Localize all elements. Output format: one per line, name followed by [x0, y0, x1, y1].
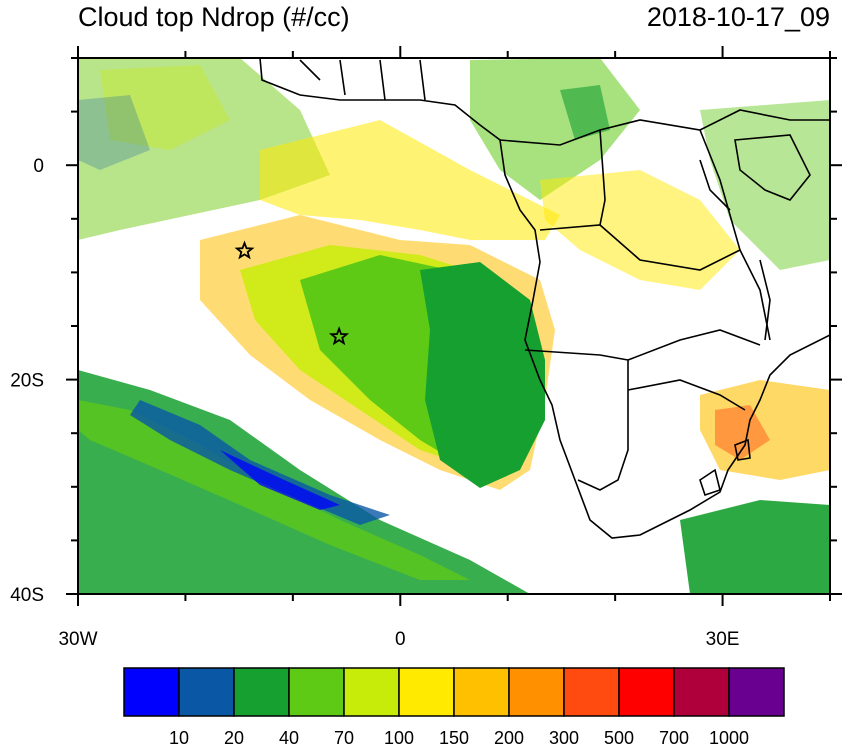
- colorbar: 10 20 40 70 100 150 200 300 500 700 1000: [123, 667, 785, 748]
- se-cloud-field: [680, 500, 830, 594]
- lake-victoria: [734, 134, 811, 201]
- colorbar-swatch: [398, 667, 455, 717]
- drc-border-a: [599, 129, 606, 226]
- malawi-border: [759, 259, 771, 341]
- congo-patch: [560, 85, 610, 140]
- namibia-border: [524, 349, 629, 491]
- eswatini: [734, 438, 751, 461]
- colorbar-swatch: [508, 667, 565, 717]
- colorbar-swatch: [233, 667, 290, 717]
- colorbar-swatch: [563, 667, 620, 717]
- west-africa-borders: [299, 59, 426, 101]
- colorbar-label: 100: [384, 728, 414, 748]
- colorbar-label: 700: [659, 728, 689, 748]
- stratocumulus-core: [420, 262, 545, 488]
- lat-label: 20S: [10, 371, 44, 392]
- colorbar-swatch: [728, 667, 785, 717]
- colorbar-swatch: [123, 667, 180, 717]
- se-high-ndrop: [715, 405, 770, 460]
- botswana-border: [627, 379, 746, 411]
- axis-ticks: [66, 46, 842, 606]
- se-continental-cloud: [700, 380, 830, 480]
- lon-label: 30W: [58, 629, 97, 650]
- colorbar-swatch: [673, 667, 730, 717]
- colorbar-label: 1000: [709, 728, 749, 748]
- colorbar-label: 150: [439, 728, 469, 748]
- colorbar-label: 40: [279, 728, 299, 748]
- east-border: [699, 129, 771, 341]
- colorbar-label: 300: [549, 728, 579, 748]
- colorbar-label: 20: [224, 728, 244, 748]
- colorbar-label: 200: [494, 728, 524, 748]
- equatorial-band: [260, 120, 560, 240]
- lesotho: [699, 468, 721, 497]
- colorbar-label: 10: [169, 728, 189, 748]
- coastlines: [259, 58, 830, 539]
- lon-label: 30E: [706, 629, 740, 650]
- lon-label: 0: [395, 629, 406, 650]
- colorbar-swatch: [178, 667, 235, 717]
- markers: [234, 240, 350, 346]
- map-datetime: 2018-10-17_09: [647, 2, 830, 32]
- colorbar-swatch: [288, 667, 345, 717]
- nw-cloud-patch: [100, 65, 230, 150]
- lat-label: 0: [33, 156, 44, 177]
- east-africa-cloud: [700, 100, 830, 270]
- africa-coastline: [259, 58, 830, 539]
- star-marker-2-icon: [328, 326, 350, 346]
- central-border: [499, 109, 830, 146]
- zambia-border: [627, 329, 761, 361]
- axis-labels: 0 20S 40S 30W 0 30E: [10, 156, 739, 650]
- colorbar-swatch: [343, 667, 400, 717]
- cloud-field: [78, 58, 830, 594]
- colorbar-label: 70: [334, 728, 354, 748]
- lat-label: 40S: [10, 585, 44, 606]
- congo-border: [539, 224, 741, 271]
- nw-blue-patch: [78, 95, 150, 170]
- southern-storm-deep: [220, 450, 340, 510]
- colorbar-label: 500: [604, 728, 634, 748]
- star-marker-1-icon: [234, 240, 255, 260]
- southern-storm-blue: [130, 400, 390, 525]
- colorbar-swatch: [453, 667, 510, 717]
- colorbar-swatch: [618, 667, 675, 717]
- map-title: Cloud top Ndrop (#/cc): [78, 2, 350, 32]
- central-africa-cloud: [540, 170, 740, 290]
- rift-border: [699, 159, 731, 211]
